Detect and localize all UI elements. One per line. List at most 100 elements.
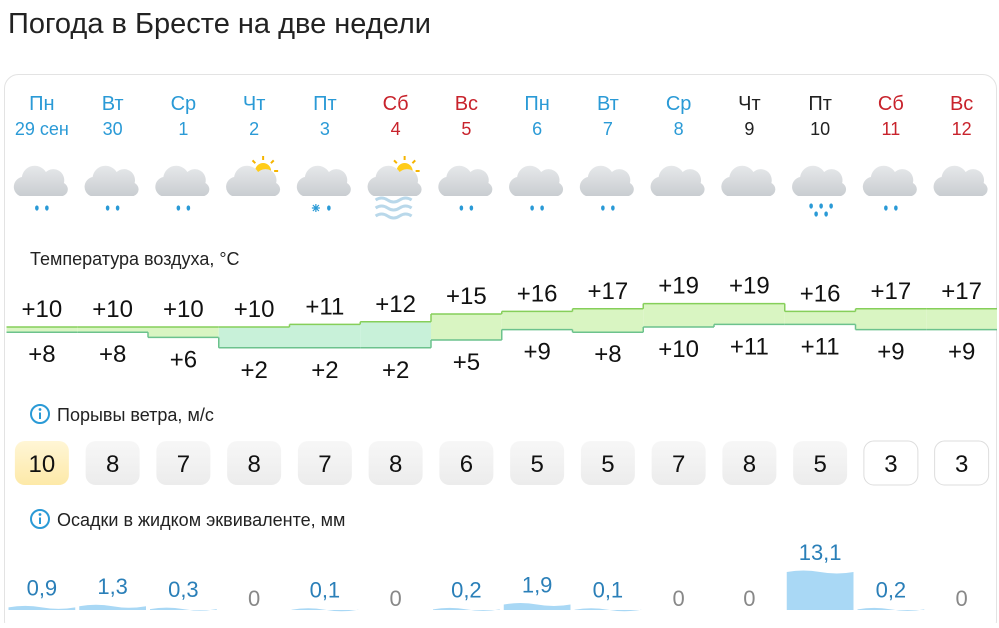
weekday: Пн (524, 93, 549, 115)
date: 2 (249, 119, 259, 139)
precipitation-amount: 0,1 (310, 578, 341, 603)
wind-gust: 8 (389, 451, 402, 478)
weather-icon (155, 165, 210, 211)
temperature-range (289, 324, 361, 348)
temperature-range (148, 327, 219, 338)
precipitation-bar (8, 605, 76, 610)
date: 12 (952, 119, 972, 139)
drop (819, 203, 823, 209)
weather-icon (13, 165, 68, 211)
precipitation-bar (503, 602, 571, 610)
drop (115, 205, 120, 211)
weekday: Пт (808, 93, 832, 115)
precipitation-amount: 0,2 (451, 577, 482, 602)
max-temperature: +15 (446, 283, 487, 310)
temperature-range (714, 303, 785, 325)
forecast-card (4, 74, 997, 628)
temperature-range (572, 308, 644, 333)
drop (814, 211, 818, 217)
info-icon (30, 404, 50, 424)
precipitation-amount: 0 (673, 586, 685, 611)
wind-gust-box (863, 440, 919, 486)
weather-icon (84, 165, 139, 211)
wind-gust-box (510, 441, 565, 485)
date: 9 (744, 119, 754, 139)
wind-gust: 8 (247, 451, 260, 478)
cloud (650, 165, 705, 196)
weather-icon (509, 165, 564, 211)
weekday: Вт (597, 93, 619, 115)
drop (105, 205, 110, 211)
drop (829, 203, 833, 209)
weekday: Пн (29, 93, 54, 115)
page-title: Погода в Бресте на две недели (8, 8, 431, 40)
section-label: Осадки в жидком эквиваленте, мм (57, 510, 345, 530)
temperature-range (6, 327, 78, 333)
wind-gust-box (227, 441, 282, 485)
cloud (933, 165, 988, 196)
section-label: Температура воздуха, °C (30, 249, 240, 269)
date: 7 (603, 119, 613, 139)
weekday: Ср (666, 93, 692, 115)
weekday: Вс (950, 93, 973, 115)
sun-ray (251, 159, 257, 164)
cloud (367, 165, 422, 196)
max-temperature: +16 (517, 280, 558, 307)
drop (824, 211, 828, 217)
max-temperature: +17 (871, 278, 912, 305)
temperature-range (77, 327, 148, 333)
wind-gust-box (439, 441, 494, 485)
wind-gust: 10 (29, 451, 56, 478)
cloud (509, 165, 564, 196)
wind-gust: 7 (672, 451, 685, 478)
weekday: Пт (313, 93, 337, 115)
min-temperature: +8 (28, 341, 55, 368)
min-temperature: +5 (453, 349, 480, 376)
weather-icon (721, 165, 776, 196)
sun-ray (411, 159, 416, 164)
drop (327, 205, 331, 211)
fog (374, 204, 413, 212)
min-temperature: +11 (730, 333, 769, 360)
wind-gust: 8 (743, 451, 756, 478)
min-temperature: +10 (658, 336, 699, 363)
wind-gust: 5 (813, 451, 826, 478)
drop (809, 203, 813, 209)
wind-gust-box (934, 440, 990, 486)
max-temperature: +12 (375, 291, 416, 318)
weather-icon (933, 165, 988, 196)
weather-icon (226, 156, 281, 196)
weather-icon (579, 165, 634, 211)
wind-gust-box (580, 441, 635, 485)
fog (374, 212, 413, 220)
min-temperature: +2 (382, 357, 409, 384)
precipitation-amount: 0 (390, 586, 402, 611)
precipitation-amount: 0 (743, 586, 755, 611)
precipitation-bar (574, 608, 642, 612)
wind-gust: 7 (177, 451, 190, 478)
drop (176, 205, 181, 211)
date: 5 (461, 119, 471, 139)
fog (374, 196, 413, 204)
date: 10 (810, 119, 830, 139)
weekday: Сб (878, 93, 904, 115)
min-temperature: +8 (99, 341, 126, 368)
drop (601, 205, 605, 211)
wind-gust: 5 (601, 451, 614, 478)
drop (530, 205, 534, 211)
wind-gust-box (156, 441, 211, 485)
precipitation-amount: 0,9 (27, 575, 58, 600)
precipitation-bar (857, 607, 925, 611)
wind-gust-box (793, 441, 848, 485)
cloud (862, 165, 917, 196)
weather-icon (862, 165, 917, 211)
date: 3 (320, 119, 330, 139)
precipitation-bar (433, 607, 500, 611)
precipitation-amount: 0,3 (168, 577, 199, 602)
temperature-range (855, 308, 927, 330)
drop (35, 205, 39, 211)
max-temperature: +10 (163, 296, 204, 323)
weather-icon (650, 165, 705, 196)
